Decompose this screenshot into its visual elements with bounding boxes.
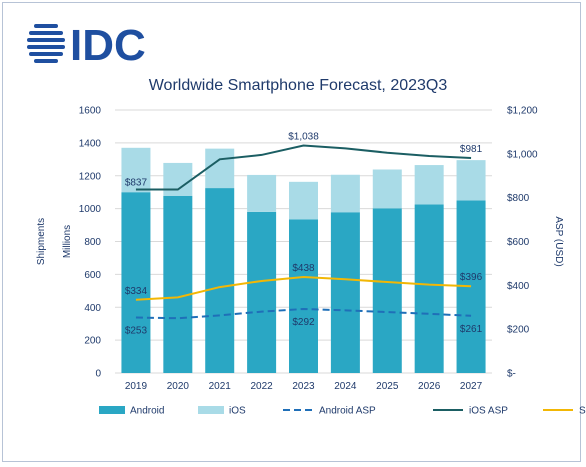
x-tick-label: 2026 <box>418 381 441 392</box>
x-tick-label: 2019 <box>125 381 148 392</box>
y-right-tick-label: $1,000 <box>507 149 538 160</box>
logo-text: IDC <box>70 21 146 68</box>
y-left-axis-label: Shipments <box>36 218 47 265</box>
android-bar <box>205 188 235 373</box>
ios-bar <box>414 165 444 205</box>
idc-logo: IDC <box>27 21 146 68</box>
legend-label: Android <box>130 406 164 417</box>
x-tick-label: 2025 <box>376 381 399 392</box>
legend: Android iOS Android ASP iOS ASP SP ASP <box>99 406 586 417</box>
android-bar <box>372 208 402 373</box>
legend-swatch <box>198 406 224 414</box>
y-left-tick-label: 1600 <box>79 106 102 117</box>
data-label: $253 <box>125 326 148 337</box>
y-right-axis-label: ASP (USD) <box>553 216 564 266</box>
x-tick-label: 2024 <box>334 381 357 392</box>
data-label: $438 <box>292 263 315 274</box>
sp-asp-line <box>135 276 472 301</box>
ios-asp-line <box>135 144 472 191</box>
ios-bar <box>163 162 193 196</box>
legend-label: Android ASP <box>319 406 376 417</box>
data-label: $292 <box>292 317 315 328</box>
y-right-tick-label: $1,200 <box>507 106 538 117</box>
ios-bar <box>205 148 235 189</box>
data-label: $837 <box>125 178 148 189</box>
ios-bar <box>456 160 486 201</box>
y-right-tick-label: $200 <box>507 325 530 336</box>
x-tick-label: 2020 <box>167 381 190 392</box>
y-left-tick-label: 1200 <box>79 171 102 182</box>
x-tick-label: 2021 <box>209 381 232 392</box>
y-right-tick-label: $400 <box>507 281 530 292</box>
y-left-axis-label: Millions <box>62 225 73 258</box>
legend-swatch <box>99 406 125 414</box>
ios-bar <box>289 181 318 220</box>
globe-icon <box>27 24 65 63</box>
ios-bar <box>247 174 277 212</box>
android-bar <box>289 219 318 373</box>
y-right-tick-label: $800 <box>507 193 530 204</box>
data-label: $261 <box>460 324 483 335</box>
y-right-tick-label: $- <box>507 369 516 380</box>
x-tick-label: 2027 <box>460 381 483 392</box>
y-left-tick-label: 1400 <box>79 138 102 149</box>
y-left-tick-label: 200 <box>84 336 101 347</box>
android-bar <box>414 204 444 373</box>
legend-label: iOS <box>229 406 246 417</box>
y-left-tick-label: 800 <box>84 237 101 248</box>
x-tick-label: 2023 <box>292 381 315 392</box>
legend-label: SP ASP <box>579 406 586 417</box>
data-label: $1,038 <box>288 132 319 143</box>
chart-title: Worldwide Smartphone Forecast, 2023Q3 <box>149 77 448 94</box>
android-asp-line <box>135 308 472 320</box>
data-label: $334 <box>125 286 148 297</box>
y-left-tick-label: 0 <box>95 369 101 380</box>
bars <box>121 147 486 373</box>
y-right-tick-label: $600 <box>507 237 530 248</box>
data-labels: $837 $1,038 $981 $334 $438 $396 $253 $292 $261 <box>125 132 483 337</box>
legend-label: iOS ASP <box>469 406 508 417</box>
data-label: $981 <box>460 144 483 155</box>
ios-bar <box>121 147 151 193</box>
ios-bar <box>330 174 360 213</box>
lines <box>135 144 472 320</box>
axes: 0 200 400 600 800 1000 1200 1400 1600 $- $200 $400 $… <box>36 106 564 393</box>
data-label: $396 <box>460 272 483 283</box>
android-bar <box>121 192 151 373</box>
y-left-tick-label: 1000 <box>79 204 102 215</box>
y-left-tick-label: 400 <box>84 303 101 314</box>
android-bar <box>163 195 193 373</box>
ios-bar <box>372 169 402 209</box>
x-tick-label: 2022 <box>250 381 273 392</box>
android-bar <box>330 212 360 373</box>
android-bar <box>247 211 277 373</box>
y-left-tick-label: 600 <box>84 270 101 281</box>
